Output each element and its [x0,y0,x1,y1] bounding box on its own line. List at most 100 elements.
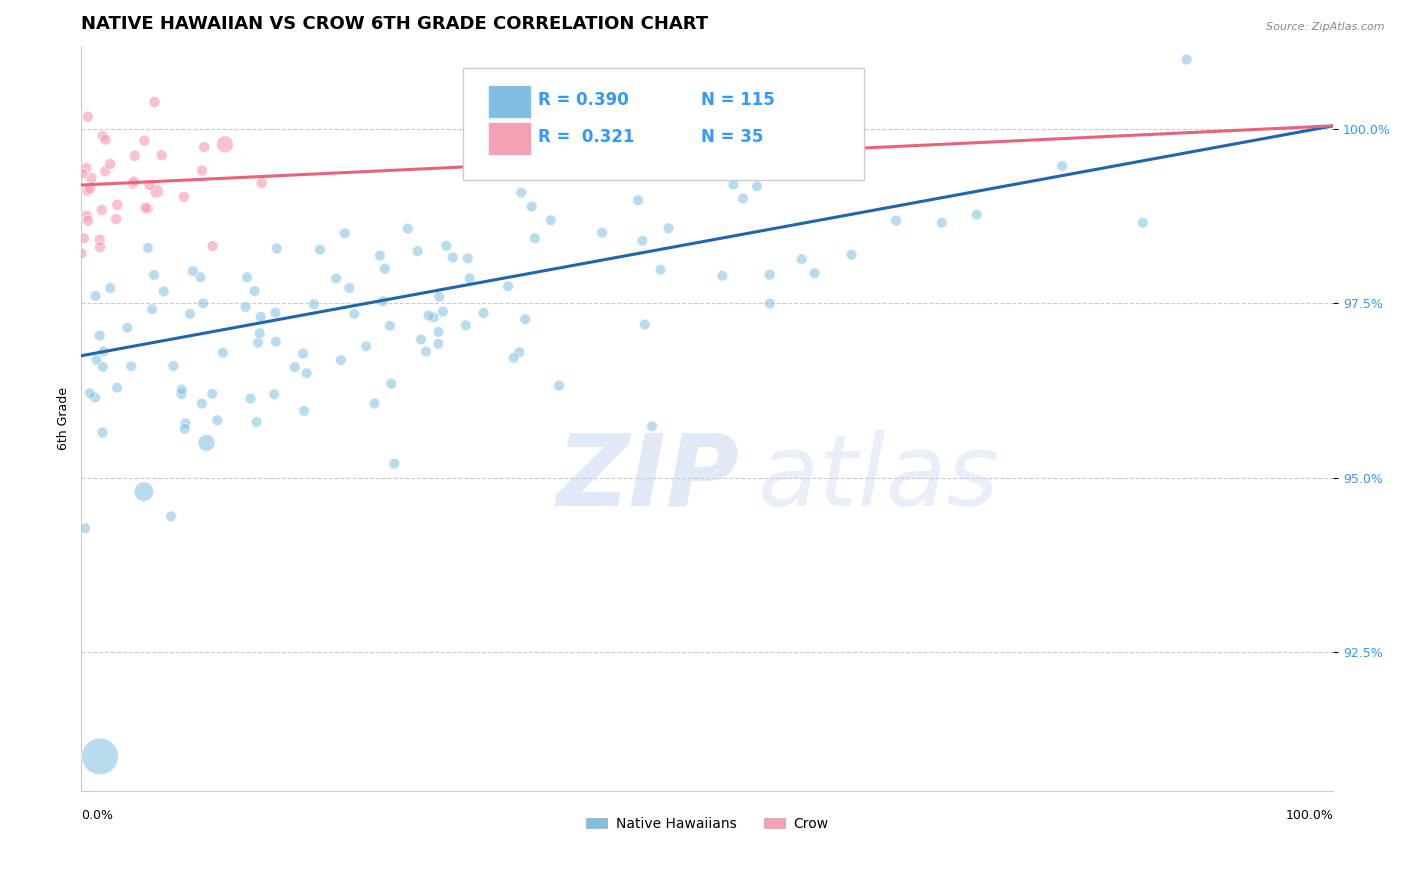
Point [214,137,236,152]
Point [76,110,98,124]
Point [91,128,114,143]
Point [329,353,352,368]
Point [135,201,157,215]
Point [193,296,215,310]
FancyBboxPatch shape [488,85,531,118]
Point [77,213,100,227]
Point [418,309,440,323]
Text: ZIP: ZIP [557,430,740,526]
Point [396,221,419,235]
Point [122,175,145,189]
Point [90,203,112,218]
Point [245,415,267,429]
Text: R =  0.321: R = 0.321 [538,128,636,146]
Text: Source: ZipAtlas.com: Source: ZipAtlas.com [1267,22,1385,32]
Point [641,419,664,434]
Point [89,240,111,254]
Point [354,339,377,353]
Point [86,352,108,367]
Point [496,279,519,293]
Point [427,290,450,304]
Point [76,209,98,223]
Point [841,247,863,261]
Point [84,390,107,404]
Point [406,244,429,259]
Point [243,284,266,298]
Point [207,413,229,427]
Point [170,387,193,401]
Point [174,417,197,431]
Point [1175,53,1198,67]
Point [371,294,394,309]
Point [193,140,215,154]
Point [759,296,782,310]
Point [292,404,315,418]
Point [143,268,166,282]
Point [173,190,195,204]
Point [454,318,477,333]
Legend: Native Hawaiians, Crow: Native Hawaiians, Crow [581,812,834,837]
Point [98,281,121,295]
Point [170,383,193,397]
Point [195,435,218,450]
Point [540,213,562,227]
Point [458,271,481,285]
Point [309,243,332,257]
Point [510,186,533,200]
Point [72,167,94,181]
Text: 0.0%: 0.0% [82,809,114,822]
Point [803,266,825,280]
Point [191,396,214,410]
Point [105,381,128,395]
Point [181,264,204,278]
Point [179,307,201,321]
Point [295,366,318,380]
Point [266,242,288,256]
FancyBboxPatch shape [488,122,531,155]
Point [143,95,166,109]
Point [134,134,156,148]
Point [502,351,524,365]
Point [378,318,401,333]
Point [591,226,613,240]
Point [1132,216,1154,230]
Point [132,484,155,499]
Text: N = 115: N = 115 [702,91,775,109]
Point [162,359,184,373]
Point [432,304,454,318]
Point [70,246,93,260]
Point [136,241,159,255]
Point [723,178,745,192]
Point [634,318,657,332]
Point [302,297,325,311]
Point [105,198,128,212]
Point [122,177,145,191]
Point [105,212,128,227]
Point [145,184,167,198]
FancyBboxPatch shape [463,68,863,180]
Point [249,326,271,341]
Point [84,289,107,303]
Point [523,231,546,245]
Y-axis label: 6th Grade: 6th Grade [58,387,70,450]
Point [790,252,813,266]
Text: R = 0.390: R = 0.390 [538,91,628,109]
Point [212,345,235,359]
Point [374,261,396,276]
Point [745,179,768,194]
Point [657,221,679,235]
Point [434,239,457,253]
Point [427,325,450,339]
Point [291,346,314,360]
Point [190,270,212,285]
Point [173,422,195,436]
Point [515,312,537,326]
Text: NATIVE HAWAIIAN VS CROW 6TH GRADE CORRELATION CHART: NATIVE HAWAIIAN VS CROW 6TH GRADE CORREL… [82,15,709,33]
Point [441,251,464,265]
Point [520,200,543,214]
Point [141,302,163,317]
Point [778,100,800,114]
Point [731,192,754,206]
Point [333,226,356,240]
Point [79,386,101,401]
